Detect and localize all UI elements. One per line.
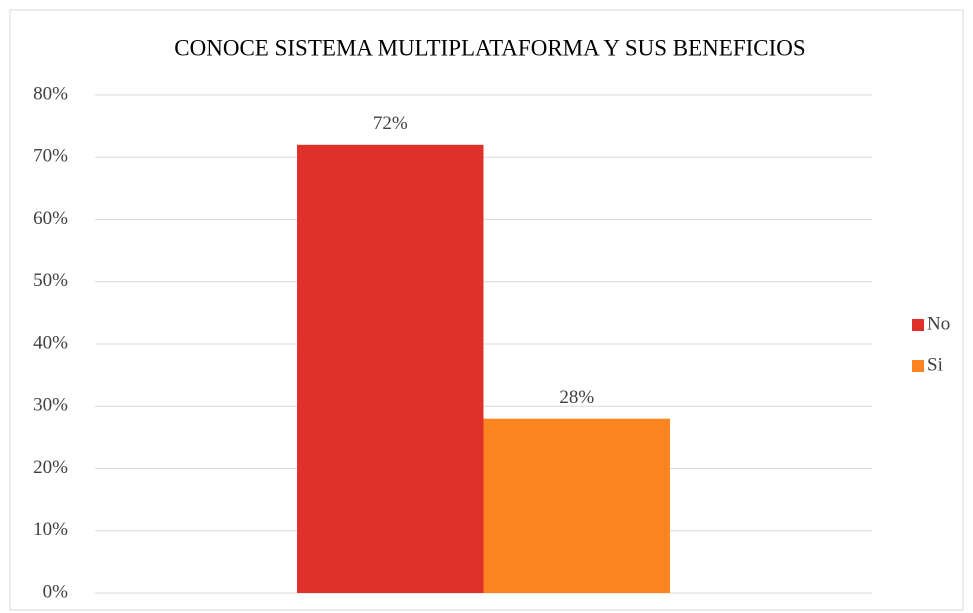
y-tick-label: 10% [33, 519, 68, 540]
y-tick-label: 20% [33, 457, 68, 478]
y-tick-label: 50% [33, 270, 68, 291]
bar [297, 144, 484, 594]
y-tick-label: 80% [33, 83, 68, 104]
chart-title: CONOCE SISTEMA MULTIPLATAFORMA Y SUS BEN… [174, 35, 805, 60]
bar [483, 418, 670, 593]
legend-label: Si [927, 354, 943, 375]
legend-swatch [912, 319, 924, 331]
y-tick-label: 60% [33, 208, 68, 229]
data-label: 72% [373, 113, 408, 134]
legend-swatch [912, 360, 924, 372]
data-label: 28% [559, 387, 594, 408]
y-tick-label: 70% [33, 146, 68, 167]
y-tick-label: 40% [33, 332, 68, 353]
legend-label: No [927, 313, 950, 334]
y-tick-label: 30% [33, 395, 68, 416]
y-tick-label: 0% [43, 581, 69, 602]
